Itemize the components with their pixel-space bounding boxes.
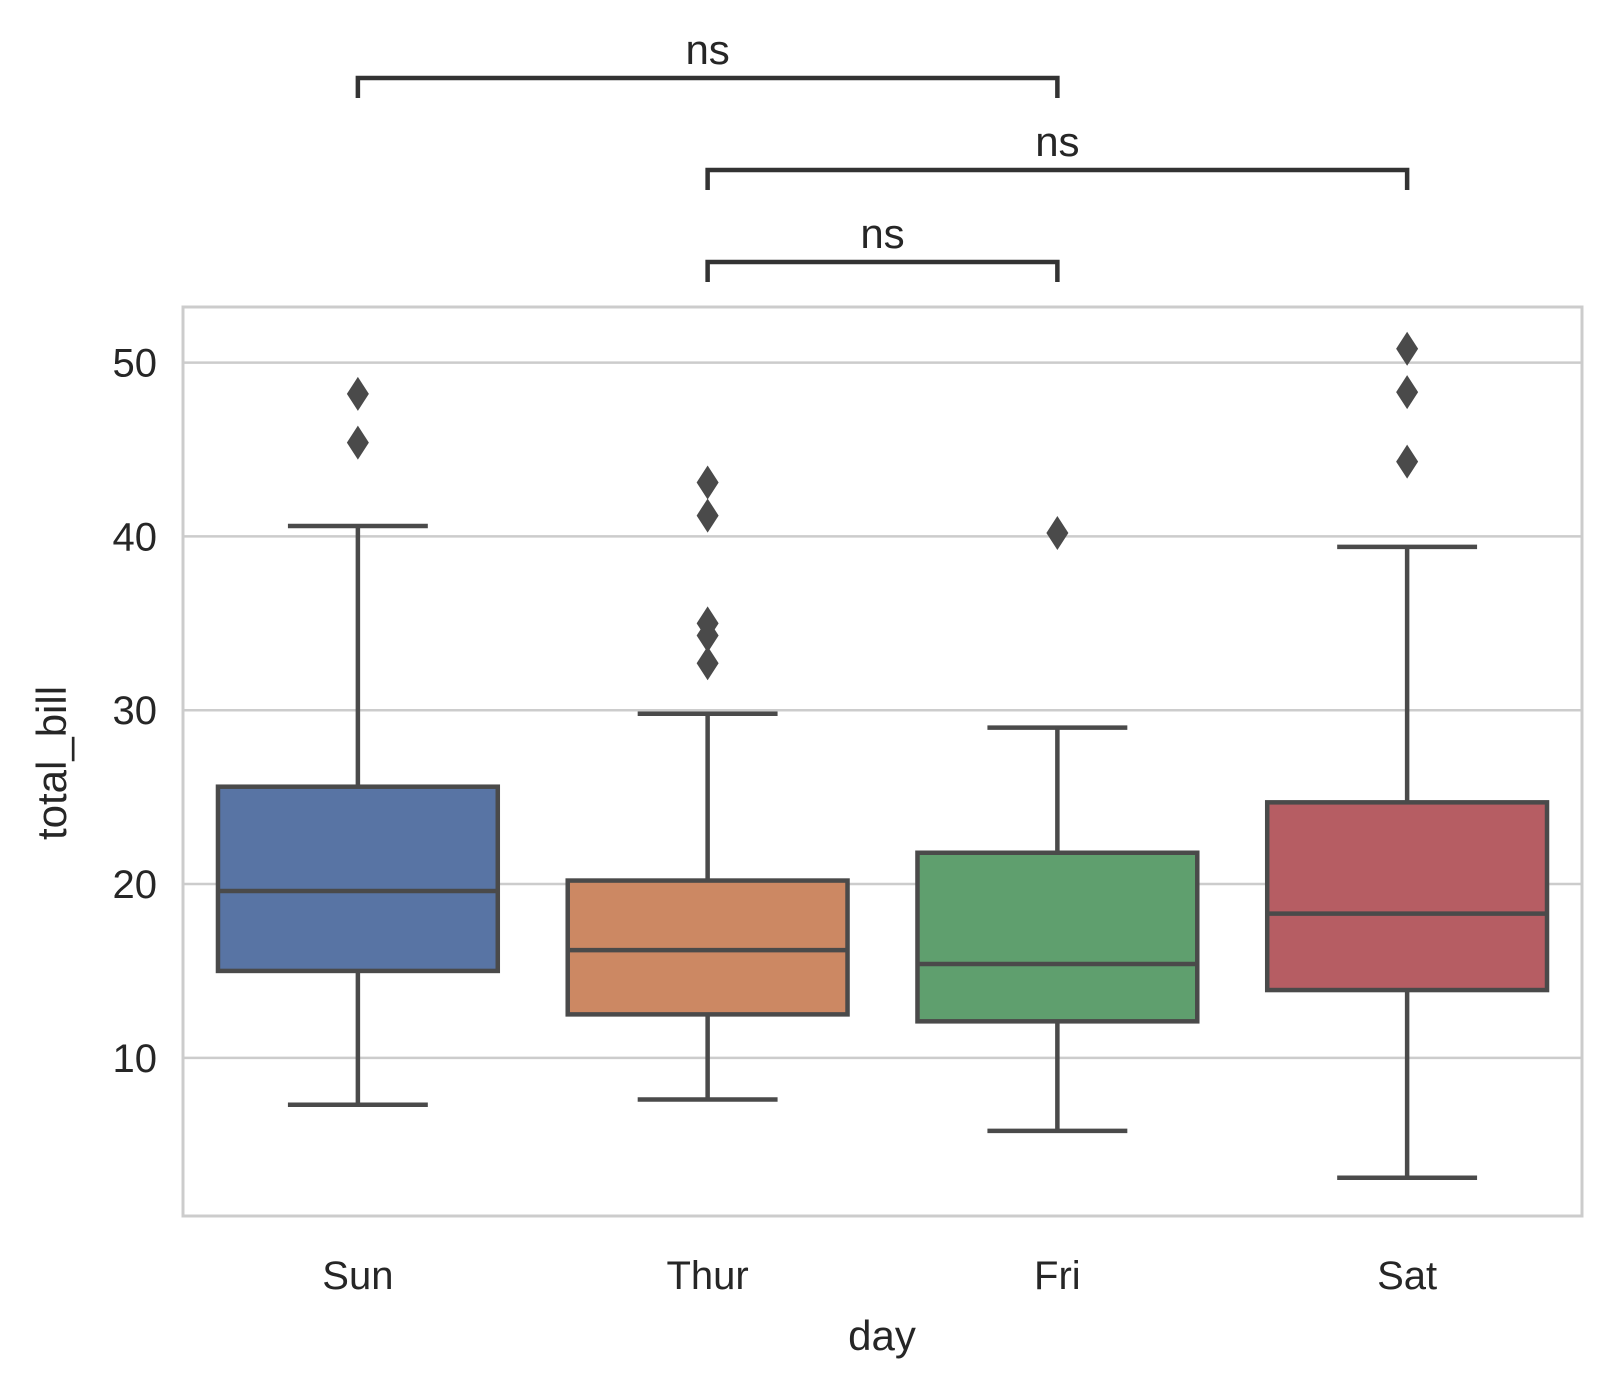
box-sun (215, 376, 501, 1108)
y-tick-label: 30 (113, 689, 158, 733)
y-tick-labels: 10 20 30 40 50 (113, 342, 158, 1081)
outlier-point (1046, 515, 1069, 550)
y-axis-label: total_bill (28, 686, 75, 840)
y-tick-label: 40 (113, 515, 158, 559)
x-axis-label: day (848, 1312, 916, 1359)
annotation-thur-sat: ns (705, 118, 1410, 190)
annotation-bracket (355, 75, 1060, 98)
outlier-point (346, 425, 369, 460)
outlier-point (346, 376, 369, 411)
outlier-point (696, 646, 719, 681)
x-tick-label: Fri (1034, 1254, 1081, 1298)
x-tick-labels: Sun Thur Fri Sat (322, 1254, 1437, 1298)
x-tick-label: Sun (322, 1254, 393, 1298)
annotation-label: ns (860, 210, 904, 257)
outlier-point (696, 606, 719, 641)
box-sat (1264, 331, 1550, 1181)
y-tick-label: 50 (113, 342, 158, 386)
box-thur (565, 465, 850, 1102)
outlier-point (696, 465, 719, 500)
box-iqr (565, 878, 850, 1017)
x-tick-label: Thur (667, 1254, 749, 1298)
annotation-thur-fri: ns (705, 210, 1060, 282)
outlier-point (1396, 331, 1419, 366)
y-tick-label: 10 (113, 1037, 158, 1081)
plot-frame (181, 305, 1584, 1218)
annotation-sun-fri: ns (355, 26, 1060, 98)
box-iqr (1264, 800, 1550, 993)
annotation-label: ns (1035, 118, 1079, 165)
outlier-point (1396, 444, 1419, 479)
annotation-bracket (705, 167, 1410, 190)
x-tick-label: Sat (1377, 1254, 1437, 1298)
outlier-point (696, 498, 719, 533)
significance-annotations: ns ns ns (355, 26, 1410, 282)
box-iqr (215, 784, 501, 974)
box-iqr (915, 850, 1200, 1024)
outlier-point (1396, 375, 1419, 410)
annotation-bracket (705, 259, 1060, 282)
y-tick-label: 20 (113, 863, 158, 907)
boxes-group (215, 331, 1550, 1181)
box-fri (915, 515, 1200, 1134)
annotation-label: ns (685, 26, 729, 73)
